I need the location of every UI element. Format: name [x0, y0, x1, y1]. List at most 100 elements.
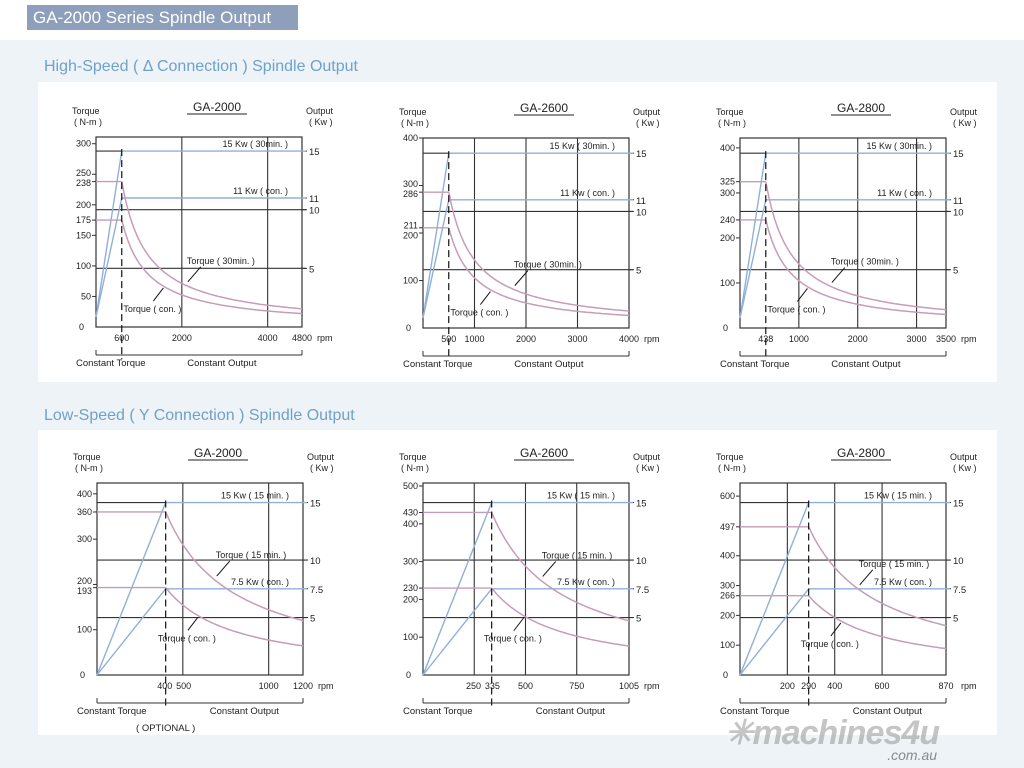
- label-arrow: [513, 617, 525, 631]
- x-tick-label: 2000: [172, 333, 192, 343]
- chart-title: GA-2800: [837, 101, 885, 115]
- x-tick-label: 4000: [258, 333, 278, 343]
- y2-tick-label: 10: [953, 207, 964, 218]
- y2-tick-label: 15: [309, 147, 320, 158]
- y-tick-label: 150: [76, 230, 91, 240]
- x-axis-unit: rpm: [644, 681, 660, 691]
- y2-axis-unit: ( Kw ): [310, 463, 334, 473]
- power-line-label: 11 Kw ( con. ): [233, 186, 288, 196]
- torque-curve-label: Torque ( 30min. ): [831, 257, 899, 267]
- page-header: GA-2000 Series Spindle Output: [27, 5, 298, 30]
- region-label-constant-output: Constant Output: [187, 358, 257, 369]
- y2-axis-unit: ( Kw ): [636, 118, 660, 128]
- y-tick-label: 100: [76, 261, 91, 271]
- torque-curve-label: Torque ( 30min. ): [514, 260, 582, 270]
- power-ramp: [422, 502, 493, 676]
- x-tick-label: 1200: [293, 681, 313, 691]
- y-tick-label: 497: [720, 522, 735, 532]
- y-tick-label: 0: [406, 670, 411, 680]
- x-tick-label: 4000: [619, 334, 639, 344]
- power-line-label: 7.5 Kw ( con. ): [557, 577, 615, 587]
- power-ramp: [422, 153, 450, 319]
- y-tick-label: 0: [406, 323, 411, 333]
- y-tick-label: 200: [403, 594, 418, 604]
- y-tick-label: 300: [403, 179, 418, 189]
- y-tick-label: 300: [403, 557, 418, 567]
- chart-note: ( OPTIONAL ): [136, 723, 195, 734]
- y2-tick-label: 7.5: [310, 585, 323, 596]
- label-arrow: [859, 569, 874, 586]
- y2-tick-label: 15: [953, 499, 964, 510]
- label-arrow: [514, 270, 529, 286]
- y2-tick-label: 10: [636, 207, 647, 218]
- y-tick-label: 300: [77, 534, 92, 544]
- x-tick-label: 3500: [936, 334, 956, 344]
- y2-tick-label: 10: [636, 556, 647, 567]
- y2-axis-unit: ( Kw ): [309, 117, 333, 127]
- power-ramp: [95, 150, 123, 318]
- x-tick-label: 290: [801, 681, 816, 691]
- chart-ga-2000-low: GA-2000 Torque( N-m ) Output( Kw ) 400 360 30…: [73, 446, 335, 734]
- y-tick-label: 400: [403, 519, 418, 529]
- y2-tick-label: 5: [636, 614, 641, 625]
- y-tick-label: 200: [403, 230, 418, 240]
- y-axis-label: Torque: [399, 452, 427, 462]
- torque-curve: [765, 219, 947, 316]
- y2-tick-label: 15: [636, 149, 647, 160]
- y-tick-label: 238: [76, 178, 91, 188]
- y2-axis-label: Output: [306, 106, 334, 116]
- torque-curve-label: Torque ( 15 min. ): [859, 559, 930, 569]
- x-tick-label: 3000: [907, 334, 927, 344]
- logo-name: machines4u: [752, 714, 941, 752]
- torque-curve: [808, 595, 947, 650]
- chart-title: GA-2600: [520, 101, 568, 115]
- torque-curve: [808, 526, 947, 627]
- torque-curve: [491, 587, 630, 647]
- y-tick-label: 400: [77, 489, 92, 499]
- y2-axis-label: Output: [950, 107, 978, 117]
- y-tick-label: 500: [403, 481, 418, 491]
- y-tick-label: 0: [80, 670, 85, 680]
- y2-tick-label: 5: [953, 614, 958, 625]
- power-ramp: [739, 199, 767, 319]
- chart-ga-2800-low: GA-2800 Torque( N-m ) Output( Kw ) 600 497 40…: [716, 446, 978, 717]
- label-arrow: [480, 291, 491, 305]
- y-tick-label: 175: [76, 215, 91, 225]
- label-arrow: [830, 622, 842, 637]
- panel-low-speed: [38, 430, 997, 735]
- x-axis-unit: rpm: [318, 681, 334, 691]
- y2-tick-label: 11: [636, 196, 646, 207]
- chart-title: GA-2000: [194, 446, 242, 460]
- y-tick-label: 286: [403, 189, 418, 199]
- torque-curve: [491, 512, 630, 622]
- section-title-high-speed: High-Speed ( Δ Connection ) Spindle Outp…: [44, 58, 358, 75]
- y2-axis-unit: ( Kw ): [953, 463, 977, 473]
- y-tick-label: 100: [720, 640, 735, 650]
- torque-curve: [121, 181, 303, 310]
- region-label-constant-torque: Constant Torque: [403, 359, 473, 370]
- y-axis-unit: ( N-m ): [75, 463, 103, 473]
- power-line-label: 11 Kw ( con. ): [560, 188, 615, 198]
- x-tick-label: 335: [485, 681, 500, 691]
- y-tick-label: 400: [720, 551, 735, 561]
- y-axis-unit: ( N-m ): [718, 118, 746, 128]
- y-tick-label: 400: [403, 133, 418, 143]
- power-line-label: 15 Kw ( 15 min. ): [221, 491, 289, 501]
- x-tick-label: 250: [466, 681, 481, 691]
- x-tick-label: 3000: [567, 334, 587, 344]
- power-line-label: 7.5 Kw ( con. ): [231, 577, 289, 587]
- y2-tick-label: 5: [953, 266, 958, 277]
- y-tick-label: 600: [720, 491, 735, 501]
- y-tick-label: 193: [77, 586, 92, 596]
- power-line-label: 11 Kw ( con. ): [877, 188, 932, 198]
- x-tick-label: 1000: [789, 334, 809, 344]
- x-tick-label: 1000: [464, 334, 484, 344]
- y-tick-label: 430: [403, 507, 418, 517]
- x-tick-label: 500: [518, 681, 533, 691]
- x-tick-label: 500: [176, 681, 191, 691]
- torque-curve: [165, 511, 304, 622]
- y-tick-label: 200: [76, 200, 91, 210]
- chart-ga-2600-high: GA-2600 Torque( N-m ) Output( Kw ) 400 30028…: [399, 101, 661, 370]
- y2-tick-label: 11: [309, 194, 319, 205]
- torque-curve-label: Torque ( con. ): [158, 633, 216, 643]
